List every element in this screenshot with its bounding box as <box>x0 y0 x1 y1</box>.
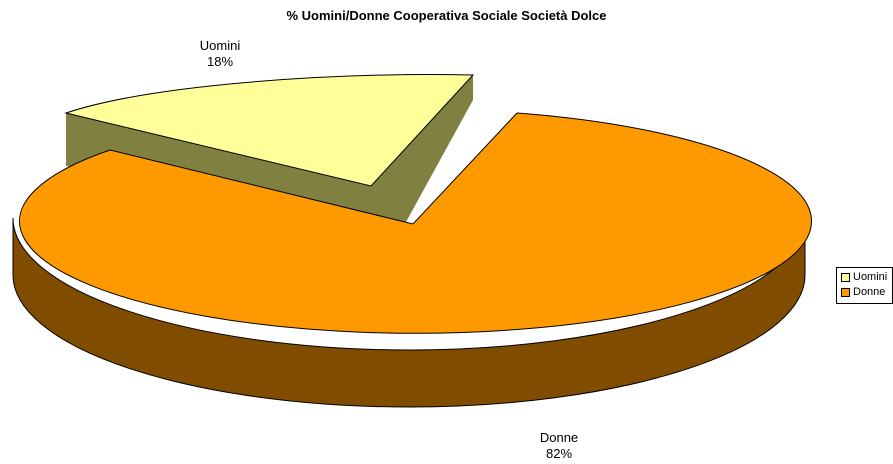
pie-slice-uomini-side-left <box>66 113 371 216</box>
pie-slice-donne-side <box>12 217 806 408</box>
slice-label-donne-name: Donne <box>539 430 579 445</box>
slice-label-uomini-name: Uomini <box>199 38 241 53</box>
pie-slice-uomini-top <box>64 74 475 187</box>
legend-label-donne: Donne <box>853 286 886 298</box>
pie-slice-donne <box>12 112 812 408</box>
pie-slice-donne-top <box>19 112 812 334</box>
legend-item-donne: Donne <box>841 285 892 300</box>
pie-slice-uomini-side-right <box>371 75 473 222</box>
slice-label-donne: Donne 82% <box>519 430 599 462</box>
legend-item-uomini: Uomini <box>841 270 892 285</box>
slice-label-donne-value: 82% <box>545 446 573 461</box>
slice-label-uomini-value: 18% <box>206 54 234 69</box>
pie-slice-uomini <box>64 74 475 222</box>
legend: Uomini Donne <box>836 267 893 304</box>
slice-label-uomini: Uomini 18% <box>180 38 260 70</box>
legend-swatch-donne <box>841 288 850 297</box>
chart-title: % Uomini/Donne Cooperativa Sociale Socie… <box>286 8 607 23</box>
legend-label-uomini: Uomini <box>853 271 888 283</box>
legend-swatch-uomini <box>841 273 850 282</box>
